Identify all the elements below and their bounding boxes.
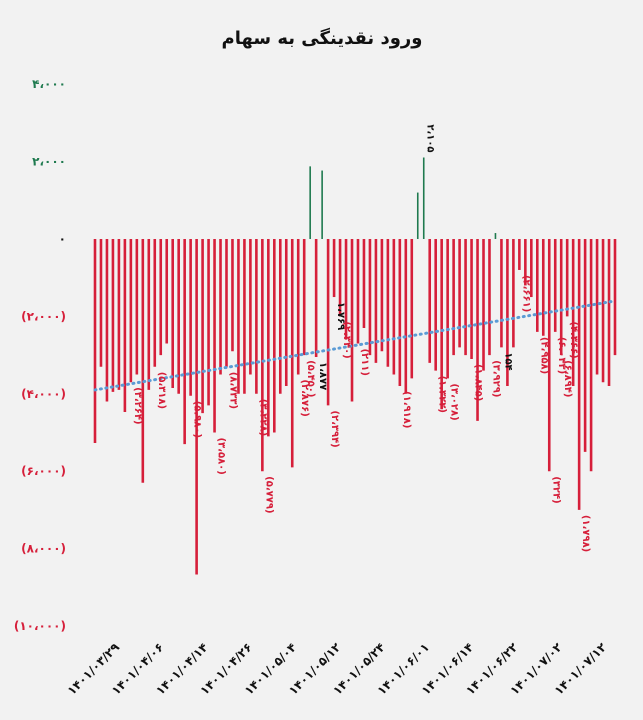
y-tick-label: (۶،۰۰۰) [21, 464, 66, 478]
y-tick-label: (۸،۰۰۰) [21, 542, 66, 556]
data-label: (۵،۷۷۹) [263, 476, 274, 513]
data-label: (۳،۰۲۸) [449, 383, 460, 420]
y-tick-label: (۲،۰۰۰) [21, 309, 66, 323]
data-label: ۱،۷۶۹ [335, 302, 346, 330]
data-label: (۴،۹۵۸) [538, 337, 549, 374]
data-label: (۲،۳۹۴) [329, 410, 340, 447]
data-label: (۲،۸۷۶) [299, 379, 310, 416]
data-label: (۴،۳۶۶) [568, 321, 579, 358]
bar-series [93, 157, 617, 575]
data-label: (۵،۹۸۰) [192, 401, 203, 438]
data-label: (۳،۲۶۴) [132, 387, 143, 424]
data-label: (۱،۷۹۸) [580, 515, 591, 552]
data-label: (۱،۹۱۸) [401, 391, 412, 428]
data-label: ۱۵۴ [502, 352, 513, 370]
data-label: (۲۱۱) [359, 348, 370, 375]
data-label: (۶،۰۴۳) [556, 337, 567, 374]
x-axis: ۱۴۰۱/۰۳/۲۹۱۴۰۱/۰۴/۰۶۱۴۰۱/۰۴/۱۴۱۴۰۱/۰۴/۲۶… [65, 640, 610, 698]
y-tick-label: ۰ [59, 232, 66, 246]
data-label: (۵،۳۱۸) [156, 372, 167, 409]
trendline-path [93, 299, 617, 392]
data-label: ۲،۱۰۵ [425, 124, 436, 152]
data-label: (۳،۲۲۸) [257, 399, 268, 436]
data-labels: (۳،۲۶۴) (۵،۳۱۸) (۵،۹۸۰) (۳،۵۸۰) (۸،۷۳۳) (۳،۲۲… [132, 124, 591, 552]
data-label: (۳۲۴) [550, 476, 561, 503]
y-tick-label: ۴،۰۰۰ [32, 77, 66, 91]
y-tick-label: ۲،۰۰۰ [32, 155, 66, 169]
data-label: (۱،۳۲۲) [437, 376, 448, 413]
trendline [93, 299, 617, 392]
data-label: (۶،۸۹۴) [562, 360, 573, 397]
data-label: (۲،۳۴۰) [341, 321, 352, 358]
data-label: (۳،۵۸۰) [216, 438, 227, 475]
y-axis: ۴،۰۰۰ ۲،۰۰۰ ۰ (۲،۰۰۰) (۴،۰۰۰) (۶،۰۰۰) (۸،۰۰۰) (… [14, 77, 66, 633]
chart-title: ورود نقدینگی به سهام [222, 27, 423, 49]
data-label: ۱،۸۷۷ [317, 362, 328, 390]
data-label: (۸،۷۳۳) [227, 372, 238, 409]
data-label: (۳،۹۲۹) [490, 360, 501, 397]
y-tick-label: (۱۰،۰۰۰) [14, 619, 66, 633]
data-label: (۲،۶۶۱) [520, 275, 531, 312]
data-label: (۱،۸۴۵) [473, 364, 484, 401]
y-tick-label: (۴،۰۰۰) [21, 387, 66, 401]
data-label: (۵،۴۵۰) [305, 360, 316, 397]
